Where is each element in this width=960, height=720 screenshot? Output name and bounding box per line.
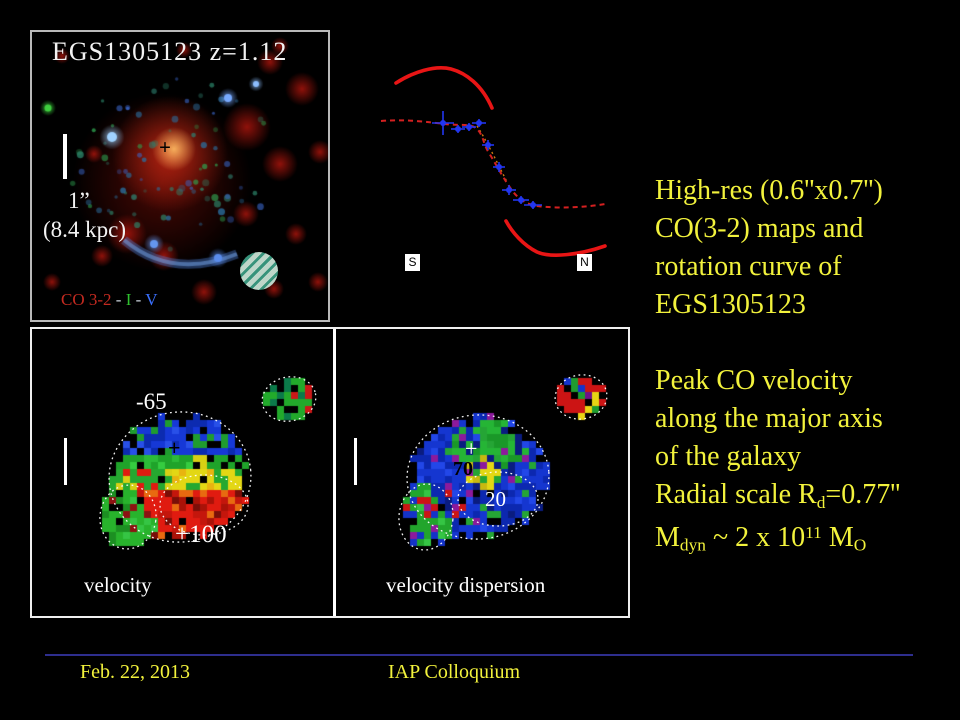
beam-hatched-circle-icon (240, 252, 278, 290)
dispersion-outer-contour (406, 414, 550, 540)
galaxy-composite-image (32, 32, 328, 320)
scale-bar-sublabel: (8.4 kpc) (43, 217, 127, 242)
dispersion-companion-contour (554, 374, 608, 420)
scale-bar-label: 1” (68, 188, 90, 213)
south-direction-label: S (405, 254, 420, 271)
velocity-outer-contour (108, 411, 252, 543)
dispersion-wing-contour (398, 483, 454, 551)
model-dashed-curve (380, 119, 606, 209)
caption-v-band-label: V (145, 290, 158, 309)
contours-overlay (99, 374, 608, 551)
model-lower-envelope-curve (504, 219, 607, 257)
velocity-wing-contour (99, 484, 157, 550)
kinematic-maps-panel: + + -65 +100 velocity 70 20 velocity dis… (30, 327, 630, 618)
text-line: of the galaxy (655, 441, 802, 472)
dispersion-scale-bar (354, 438, 357, 485)
footer-venue: IAP Colloquium (388, 661, 521, 683)
dispersion-center-marker: + (465, 436, 478, 461)
model-fit-inner-curve (476, 125, 508, 183)
velocity-center-marker: + (168, 435, 181, 460)
dynamical-mass-line: Mdyn ~ 2 x 1011 MO (655, 521, 867, 555)
rotation-curve-plot: S N (365, 58, 615, 273)
velocity-companion-contour (261, 376, 317, 422)
text-line: EGS1305123 (655, 289, 806, 320)
velocity-max-value: +100 (175, 521, 227, 548)
galaxy-center-marker: + (159, 135, 171, 159)
dispersion-peak-value: 70 (453, 458, 473, 480)
text-line: along the major axis (655, 403, 883, 434)
galaxy-image-panel: EGS1305123 z=1.12 1” (8.4 kpc) + CO 3-2 … (30, 30, 330, 322)
radial-scale-line: Radial scale Rd=0.77'' (655, 479, 901, 512)
kinematic-maps-image (32, 329, 628, 616)
dispersion-map-title: velocity dispersion (386, 573, 546, 597)
text-line: CO(3-2) maps and (655, 213, 864, 244)
text-line: High-res (0.6''x0.7'') (655, 175, 883, 206)
rotation-curve-figure (380, 66, 607, 257)
text-blank-line (655, 324, 955, 362)
text-line: Peak CO velocity (655, 365, 853, 396)
scale-bar (63, 134, 67, 179)
data-points-group (432, 111, 542, 209)
caption-co-label: CO 3-2 (61, 290, 112, 309)
maps-divider (333, 329, 336, 616)
velocity-min-value: -65 (136, 389, 167, 414)
caption-i-band-label: I (125, 290, 132, 309)
galaxy-title: EGS1305123 z=1.12 (52, 37, 288, 66)
velocity-scale-bar (64, 438, 67, 485)
footer-date: Feb. 22, 2013 (80, 661, 190, 683)
velocity-inner-contour (159, 474, 249, 536)
north-direction-label: N (577, 254, 592, 271)
text-line: rotation curve of (655, 251, 842, 282)
footer-divider-line (45, 654, 913, 656)
dispersion-inner-contour (457, 471, 539, 527)
velocity-map-title: velocity (84, 573, 152, 597)
dispersion-outer-value: 20 (485, 487, 506, 511)
color-composite-caption: CO 3-2 - I - V (61, 290, 158, 309)
model-upper-envelope-curve (394, 66, 494, 110)
description-text-block: High-res (0.6''x0.7'') CO(3-2) maps and … (655, 172, 955, 555)
